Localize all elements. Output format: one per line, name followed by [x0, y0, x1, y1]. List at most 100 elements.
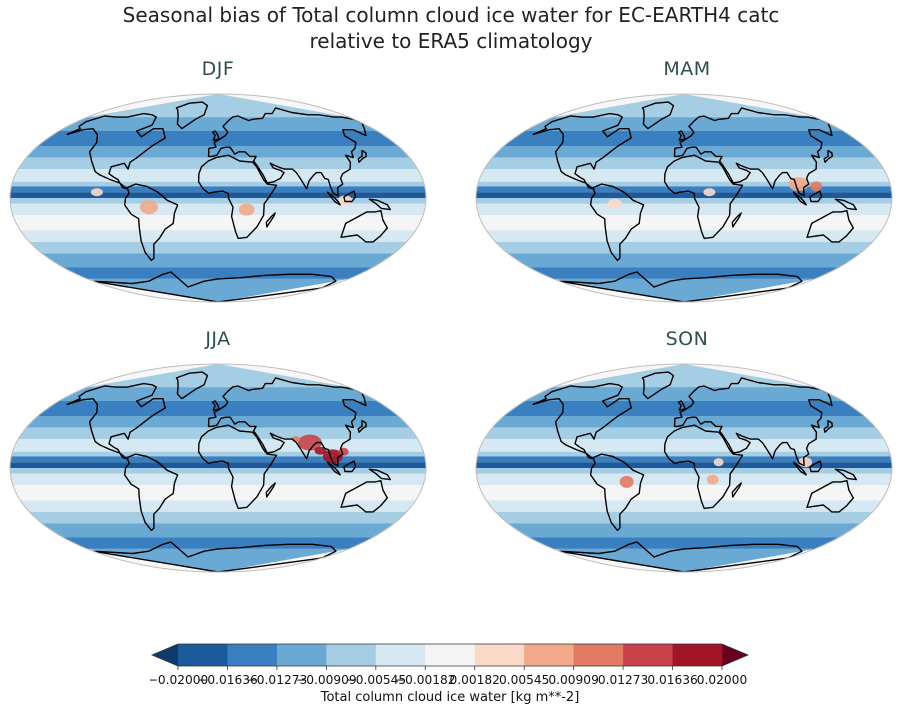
panel-title-djf: DJF	[201, 58, 235, 80]
bias-band-16	[87, 548, 349, 572]
bias-band-0	[87, 94, 349, 118]
colorbar-tick-label: 0.01636	[647, 673, 697, 687]
bias-band-11	[478, 215, 890, 231]
coastline-eurasia	[673, 377, 833, 467]
colorbar-tick-label: 0.00545	[499, 673, 549, 687]
coastline-south-america	[123, 183, 179, 262]
colorbar-tick-label: 0.02000	[697, 673, 747, 687]
positive-bias-patch	[238, 203, 255, 216]
positive-bias-patch	[139, 200, 158, 215]
coastline-sumatra	[326, 461, 341, 476]
coastline-south-america	[123, 453, 179, 532]
coastline-antarctica	[92, 541, 337, 572]
bias-band-12	[20, 230, 416, 242]
coastline-greenland	[641, 371, 675, 400]
bias-band-13	[29, 511, 407, 524]
map-panel-jja	[6, 362, 430, 574]
figure-title-line1: Seasonal bias of Total column cloud ice …	[122, 3, 780, 27]
panel-title-jja: JJA	[205, 328, 231, 350]
coastline-japan	[357, 419, 367, 433]
coastline-north-america	[66, 382, 166, 460]
positive-bias-patch	[297, 434, 322, 451]
positive-bias-patch	[90, 188, 103, 197]
bias-band-12	[20, 500, 416, 512]
map-border	[475, 363, 893, 573]
positive-bias-patch	[706, 474, 719, 485]
colorbar-tick-label: 0.01273	[598, 673, 648, 687]
colorbar-tick-label: 0.00909	[548, 673, 598, 687]
bias-band-7	[10, 186, 426, 193]
coastline-new-guinea	[368, 468, 391, 481]
bias-band-4	[484, 427, 884, 440]
bias-band-8	[476, 462, 892, 468]
positive-bias-patch	[798, 457, 813, 468]
coastline-madagascar	[731, 482, 742, 498]
coastline-uk	[211, 130, 220, 141]
coastline-south-america	[589, 183, 645, 262]
colorbar-segment	[326, 644, 377, 666]
coastline-uk	[211, 400, 220, 411]
colorbar-segment	[623, 644, 673, 666]
bias-band-10	[476, 203, 892, 216]
coastline-borneo	[809, 190, 823, 203]
bias-band-0	[553, 364, 815, 388]
colorbar-segment	[178, 644, 228, 666]
bias-band-5	[12, 169, 424, 182]
bias-band-13	[29, 241, 407, 254]
bias-band-6	[477, 181, 891, 187]
colorbar-segment	[524, 644, 575, 666]
colorbar-label: Total column cloud ice water [kg m**-2]	[320, 690, 580, 705]
bias-band-3	[26, 146, 410, 158]
colorbar-tick-label: 0.00182	[450, 673, 500, 687]
bias-band-1	[525, 387, 843, 401]
coastline-madagascar	[265, 212, 276, 228]
positive-bias-patch	[314, 446, 327, 455]
bias-band-1	[525, 117, 843, 131]
coastline-madagascar	[265, 482, 276, 498]
positive-bias-patch	[607, 198, 622, 209]
bias-band-3	[492, 146, 876, 158]
coastline-greenland	[641, 101, 675, 130]
bias-band-12	[486, 230, 882, 242]
positive-bias-patch	[703, 188, 716, 197]
coastline-north-america	[532, 112, 632, 190]
coastline-australia	[340, 480, 388, 513]
bias-band-11	[12, 215, 424, 231]
coastline-uk	[677, 130, 686, 141]
bias-band-15	[529, 267, 839, 279]
bias-band-9	[10, 468, 426, 474]
bias-band-9	[10, 198, 426, 204]
bias-band-3	[492, 416, 876, 428]
coastline-antarctica	[92, 271, 337, 302]
colorbar-tick-label: −0.00545	[346, 673, 407, 687]
map-panel-mam	[472, 92, 896, 304]
coastline-eurasia	[673, 107, 833, 197]
bias-band-16	[553, 548, 815, 572]
coastline-uk	[677, 400, 686, 411]
coastline-japan	[823, 419, 833, 433]
coastline-eurasia	[207, 377, 367, 467]
coastline-australia	[806, 480, 854, 513]
coastline-eurasia	[207, 107, 367, 197]
bias-band-5	[478, 169, 890, 182]
coastline-antarctica	[558, 271, 803, 302]
bias-band-16	[553, 278, 815, 302]
coastline-antarctica	[558, 541, 803, 572]
map-panel-djf	[6, 92, 430, 304]
coastline-sumatra	[326, 191, 341, 206]
coastline-japan	[357, 149, 367, 163]
coastline-new-guinea	[368, 198, 391, 211]
coastline-north-america	[532, 382, 632, 460]
map-jja	[9, 363, 427, 573]
bias-band-9	[476, 198, 892, 204]
colorbar-tick-label: −0.01273	[247, 673, 308, 687]
coastline-south-america	[589, 453, 645, 532]
bias-band-13	[495, 511, 873, 524]
bias-band-1	[59, 387, 377, 401]
colorbar-segment	[375, 644, 426, 666]
colorbar-tick-label: −0.01636	[197, 673, 258, 687]
bias-band-6	[11, 181, 425, 187]
bias-band-14	[42, 523, 394, 538]
coastline-japan	[823, 149, 833, 163]
coastline-new-guinea	[834, 468, 857, 481]
